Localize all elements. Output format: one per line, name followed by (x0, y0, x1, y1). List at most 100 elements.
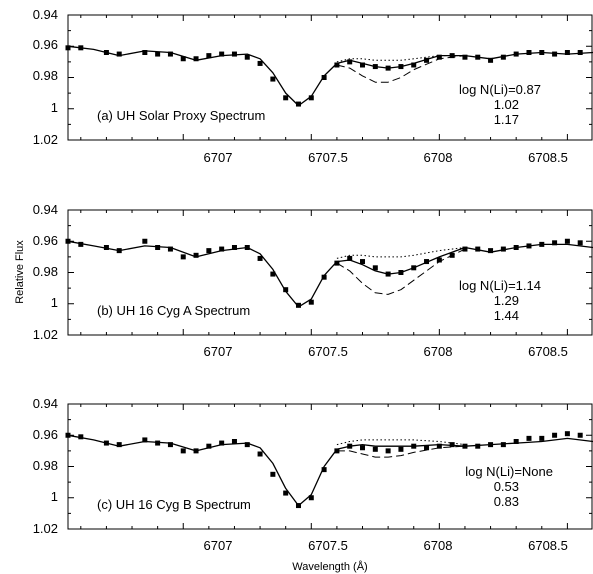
observed-point (167, 246, 173, 252)
x-tick-label: 6708.5 (528, 150, 568, 165)
observed-point (475, 443, 481, 449)
abundance-label: log N(Li)=None (465, 464, 553, 479)
observed-point (142, 437, 148, 443)
observed-point (231, 245, 237, 250)
y-tick-label: 0.96 (33, 233, 58, 248)
observed-point (257, 255, 263, 261)
abundance-label: 1.29 (494, 293, 519, 308)
observed-point (65, 432, 71, 438)
observed-point (244, 54, 250, 60)
observed-point (321, 467, 327, 473)
observed-point (257, 60, 263, 66)
observed-point (167, 51, 173, 57)
x-tick-label: 6707 (204, 538, 233, 553)
observed-point (385, 448, 391, 454)
observed-point (78, 45, 84, 51)
observed-point (283, 490, 289, 496)
y-tick-label: 1 (51, 295, 58, 310)
abundance-label: 0.83 (494, 494, 519, 509)
y-tick-label: 0.96 (33, 37, 58, 52)
model-line-high (336, 55, 466, 83)
x-axis-label: Wavelength (Å) (292, 560, 367, 573)
y-tick-label: 0.98 (33, 458, 58, 473)
observed-point (103, 440, 109, 446)
observed-point (116, 248, 122, 254)
observed-point (219, 51, 225, 57)
observed-point (552, 51, 558, 57)
observed-point (372, 64, 378, 70)
observed-point (334, 448, 340, 454)
abundance-label: log N(Li)=1.14 (459, 278, 541, 293)
x-tick-label: 6707.5 (308, 344, 348, 359)
y-tick-label: 1 (51, 100, 58, 115)
model-line-low (336, 439, 466, 446)
observed-point (398, 270, 404, 275)
observed-point (360, 445, 366, 451)
observed-point (283, 95, 289, 101)
observed-point (526, 435, 532, 441)
observed-point (564, 431, 570, 437)
observed-point (488, 57, 494, 63)
observed-point (321, 274, 327, 280)
observed-point (513, 245, 519, 250)
observed-point (155, 245, 161, 250)
observed-point (564, 50, 570, 55)
y-tick-label: 1.02 (33, 521, 58, 536)
observed-point (321, 75, 327, 80)
y-tick-label: 1 (51, 489, 58, 504)
observed-point (488, 442, 494, 448)
observed-point (552, 240, 558, 246)
observed-point (577, 432, 583, 438)
y-tick-label: 0.98 (33, 68, 58, 83)
model-line-low (336, 247, 466, 259)
abundance-label: 1.44 (494, 308, 519, 323)
observed-point (334, 62, 340, 68)
observed-point (398, 446, 404, 452)
observed-point (398, 64, 404, 70)
observed-point (257, 451, 263, 457)
observed-point (206, 443, 212, 449)
observed-point (308, 299, 314, 305)
observed-point (385, 65, 391, 71)
abundance-label: 1.02 (494, 97, 519, 112)
observed-point (231, 439, 237, 444)
observed-point (295, 302, 301, 308)
observed-point (65, 238, 71, 244)
observed-point (295, 503, 301, 509)
abundance-label: log N(Li)=0.87 (459, 82, 541, 97)
observed-point (219, 246, 225, 252)
observed-point (539, 435, 545, 441)
observed-point (360, 259, 366, 265)
observed-point (577, 240, 583, 246)
observed-point (78, 434, 84, 440)
x-tick-label: 6708 (424, 344, 453, 359)
observed-point (219, 440, 225, 446)
observed-point (564, 238, 570, 244)
observed-point (155, 440, 161, 446)
observed-point (500, 442, 506, 448)
observed-point (65, 45, 71, 51)
observed-point (283, 287, 289, 293)
observed-point (372, 265, 378, 271)
observed-point (577, 50, 583, 55)
observed-point (411, 443, 417, 449)
observed-point (270, 271, 276, 277)
observed-point (424, 445, 430, 451)
observed-point (347, 59, 353, 65)
observed-point (411, 62, 417, 68)
observed-point (206, 248, 212, 254)
observed-point (372, 446, 378, 452)
observed-point (193, 56, 199, 62)
observed-point (116, 51, 122, 57)
observed-point (347, 255, 353, 261)
observed-point (142, 50, 148, 55)
panel-b: 0.94 0.96 0.98 1 1.02 6707 6707.5 6708 6… (33, 202, 593, 359)
panel-title: (b) UH 16 Cyg A Spectrum (97, 303, 250, 318)
observed-point (449, 442, 455, 448)
observed-point (500, 54, 506, 60)
observed-point (270, 471, 276, 477)
y-axis-label: Relative Flux (14, 240, 26, 304)
observed-point (539, 241, 545, 247)
observed-point (155, 51, 161, 57)
